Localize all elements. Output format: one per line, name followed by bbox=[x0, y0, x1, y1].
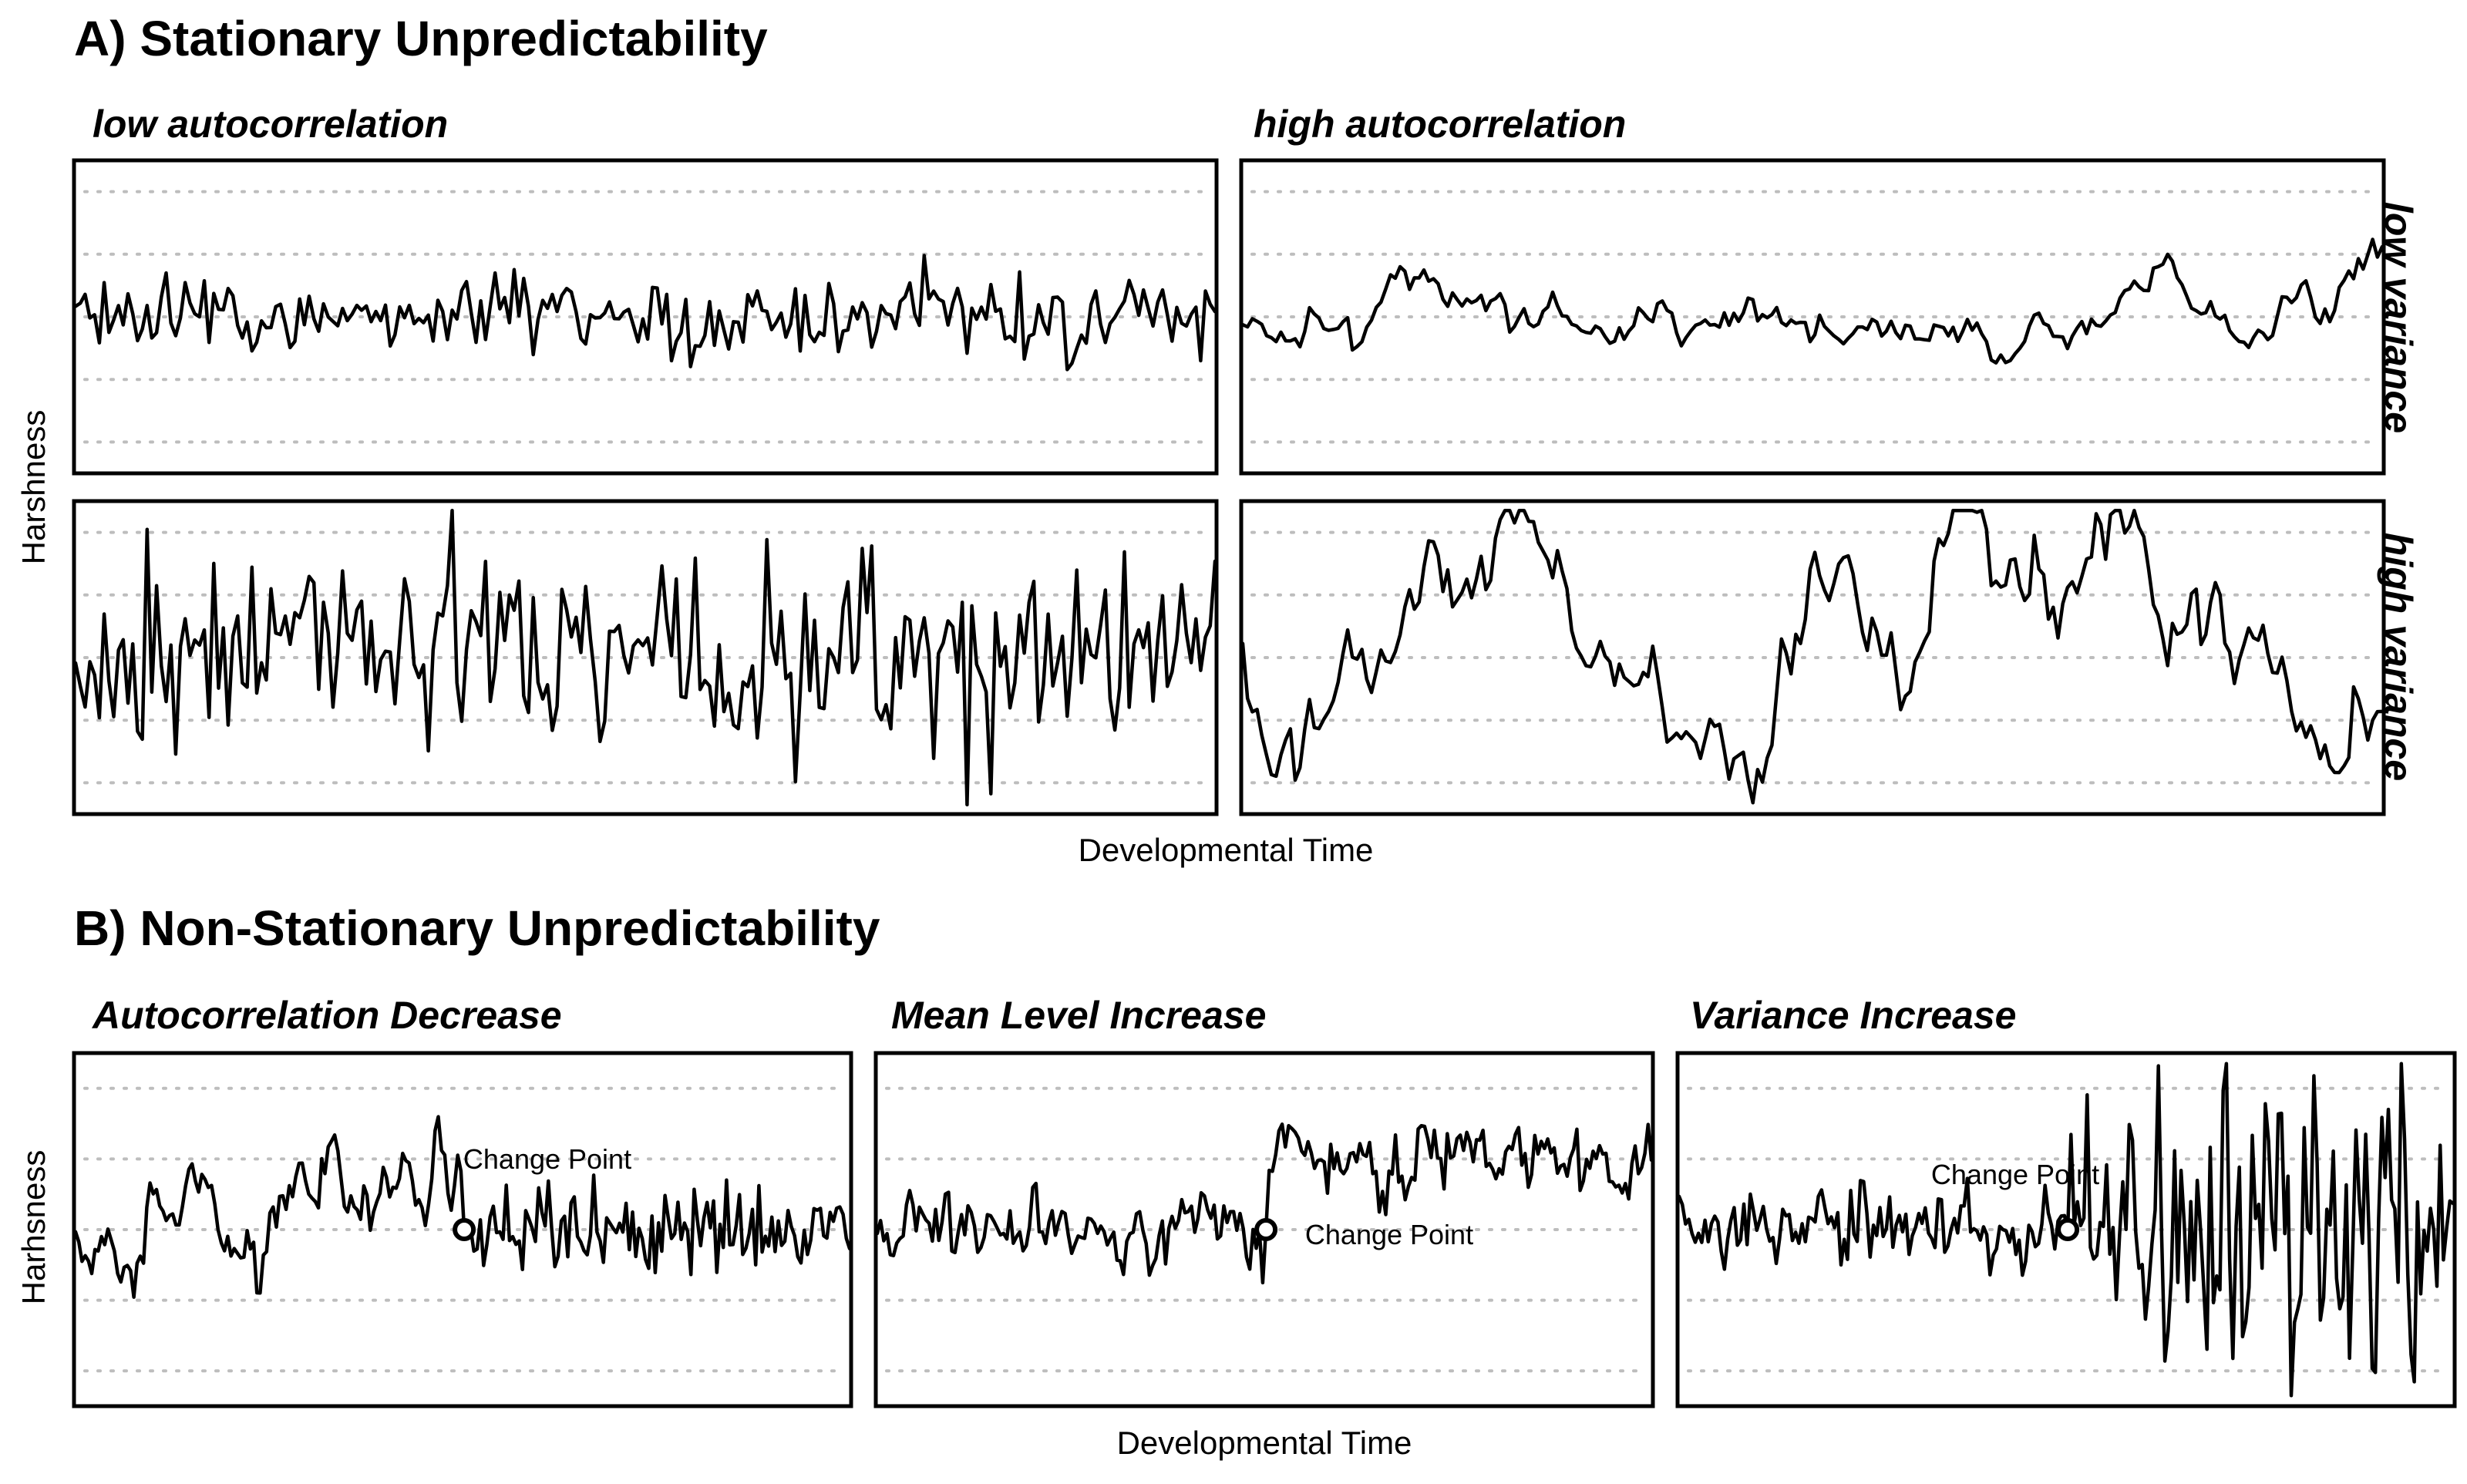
series-line bbox=[73, 1115, 852, 1299]
series-line bbox=[1240, 508, 2385, 805]
panel-frame bbox=[72, 1051, 853, 1408]
panel-low-autocorr-high-variance bbox=[72, 499, 1219, 816]
change-point-marker-3 bbox=[2056, 1218, 2080, 1241]
change-point-marker-1 bbox=[453, 1218, 476, 1241]
panel-title-variance-increase: Variance Increase bbox=[1690, 994, 2016, 1037]
x-axis-label-b: Developmental Time bbox=[1117, 1425, 1412, 1461]
panel-frame bbox=[72, 158, 1219, 476]
y-axis-label-a: Harshness bbox=[15, 410, 52, 565]
series-line bbox=[1240, 237, 2385, 365]
panel-frame bbox=[72, 499, 1219, 816]
change-point-label-3: Change Point bbox=[1931, 1159, 2099, 1190]
panel-autocorrelation-decrease bbox=[72, 1051, 853, 1408]
col-label-low-autocorrelation: low autocorrelation bbox=[93, 103, 448, 146]
change-point-marker-2 bbox=[1254, 1218, 1278, 1241]
series-line bbox=[73, 508, 1217, 807]
panel-low-autocorr-low-variance bbox=[72, 158, 1219, 476]
col-label-high-autocorrelation: high autocorrelation bbox=[1254, 103, 1626, 146]
section-a-title: A) Stationary Unpredictability bbox=[74, 11, 768, 66]
series-line bbox=[73, 254, 1217, 372]
panel-title-autocorrelation-decrease: Autocorrelation Decrease bbox=[91, 994, 562, 1037]
series-line bbox=[875, 1122, 1654, 1285]
panel-variance-increase bbox=[1675, 1051, 2457, 1408]
panel-frame bbox=[1239, 499, 2386, 816]
change-point-label-2: Change Point bbox=[1305, 1219, 1473, 1250]
panel-title-mean-level-increase: Mean Level Increase bbox=[891, 994, 1266, 1037]
change-point-label-1: Change Point bbox=[463, 1143, 631, 1175]
panel-frame bbox=[873, 1051, 1655, 1408]
panel-mean-level-increase bbox=[873, 1051, 1655, 1408]
panel-high-autocorr-high-variance bbox=[1239, 499, 2386, 816]
panel-frame bbox=[1239, 158, 2386, 476]
panel-high-autocorr-low-variance bbox=[1239, 158, 2386, 476]
x-axis-label-a: Developmental Time bbox=[1079, 832, 1374, 868]
section-b-title: B) Non-Stationary Unpredictability bbox=[74, 900, 880, 956]
y-axis-label-b: Harhsness bbox=[15, 1150, 52, 1305]
panel-frame bbox=[1675, 1051, 2457, 1408]
